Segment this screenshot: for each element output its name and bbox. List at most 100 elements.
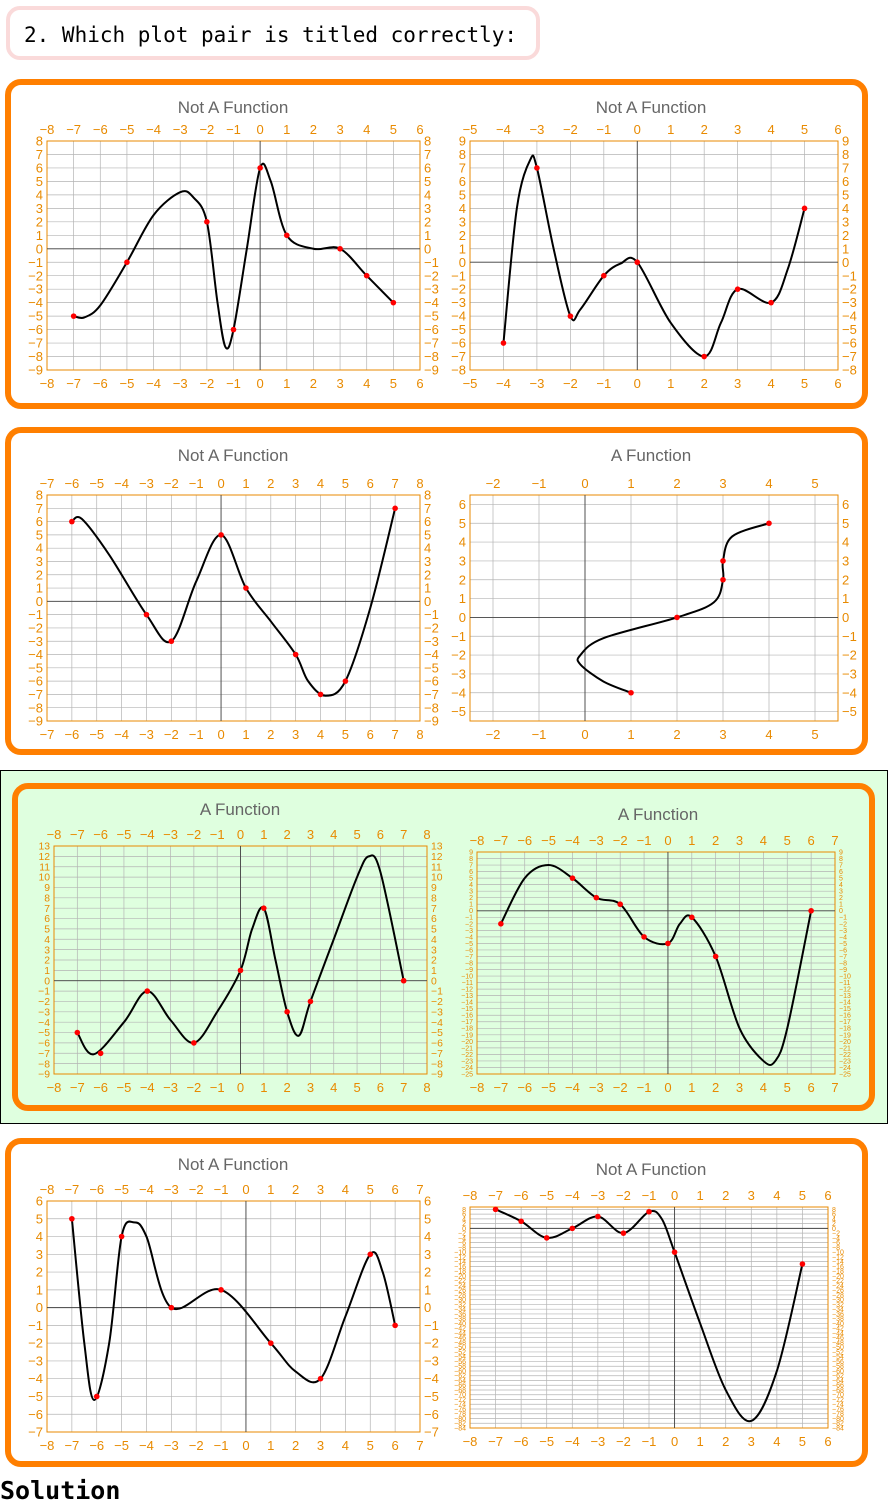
y-tick-label: 0: [459, 610, 466, 625]
y-tick-label: −44: [832, 1330, 844, 1337]
data-point: [543, 1235, 550, 1241]
x-tick-label: −2: [199, 122, 214, 137]
x-tick-label: 6: [392, 1182, 399, 1197]
x-tick-label: −8: [470, 833, 485, 848]
data-point: [230, 326, 237, 333]
x-tick-label: −4: [139, 1438, 154, 1453]
y-tick-label: −5: [451, 322, 466, 337]
y-tick-label: 8: [36, 488, 43, 503]
x-tick-label: −1: [642, 1434, 657, 1449]
y-tick-label: −52: [832, 1349, 844, 1356]
x-tick-label: 0: [581, 476, 588, 491]
y-tick-label: −6: [451, 336, 466, 351]
x-tick-label: 5: [353, 827, 360, 842]
data-point: [720, 576, 726, 583]
x-tick-label: −6: [517, 1080, 532, 1095]
x-tick-label: 4: [767, 376, 774, 391]
y-tick-label: −84: [454, 1425, 466, 1432]
y-tick-label: 3: [424, 1247, 431, 1262]
answer-option-2[interactable]: Not A Function −7 −7 −6 −6 −5 −5 −4 −4 −3 −3 −2 −2 −1…: [5, 427, 868, 755]
x-tick-label: 5: [367, 1438, 374, 1453]
data-point: [261, 905, 267, 911]
y-tick-label: 13: [38, 842, 50, 853]
y-tick-label: −6: [424, 322, 439, 337]
data-point: [168, 1304, 175, 1311]
chart-8: Not A Function −8 −8 −7 −7 −6 −6 −5 −5 −4 −4 −3 −3 −2…: [454, 1160, 844, 1449]
x-tick-label: −1: [637, 833, 652, 848]
data-point: [392, 505, 398, 512]
y-tick-label: 2: [832, 1221, 836, 1228]
y-tick-label: 0: [36, 594, 43, 609]
y-tick-label: 2: [424, 567, 431, 582]
x-tick-label: 3: [317, 1438, 324, 1453]
y-tick-label: −62: [832, 1373, 844, 1380]
x-tick-label: 6: [392, 1438, 399, 1453]
chart-2: Not A Function−5−5−4−4−3−3−2−2−1−1001122…: [451, 98, 857, 391]
data-point: [392, 1322, 398, 1329]
x-tick-label: 1: [688, 833, 695, 848]
y-tick-label: −62: [454, 1373, 466, 1380]
x-tick-label: −6: [89, 1438, 104, 1453]
x-tick-label: 6: [808, 1080, 815, 1095]
y-tick-label: −6: [38, 1039, 50, 1050]
x-tick-label: 0: [581, 727, 588, 742]
y-tick-label: 2: [424, 214, 431, 229]
y-tick-label: −1: [38, 987, 50, 998]
x-tick-label: 2: [292, 1438, 299, 1453]
x-tick-label: 1: [242, 727, 249, 742]
plot-frame: [46, 494, 421, 722]
data-point: [317, 1375, 324, 1382]
x-tick-label: 0: [664, 833, 671, 848]
y-tick-label: 0: [469, 908, 473, 915]
x-tick-label: −3: [173, 376, 188, 391]
y-tick-label: 11: [431, 862, 442, 873]
data-point: [218, 1287, 224, 1293]
y-tick-label: −1: [424, 1318, 439, 1333]
x-tick-label: 6: [367, 727, 374, 742]
x-tick-label: 2: [267, 476, 274, 491]
y-tick-label: −25: [461, 1071, 473, 1078]
y-tick-label: −3: [465, 928, 473, 935]
y-tick-label: −5: [842, 322, 857, 337]
data-point: [766, 520, 772, 527]
x-tick-label: −7: [64, 1182, 79, 1197]
y-tick-label: −6: [465, 947, 473, 954]
data-point: [70, 313, 77, 319]
y-tick-label: −9: [28, 714, 43, 729]
answer-option-4[interactable]: Not A Function −8 −8 −7 −7 −6 −6 −5 −5 −4 −4 −3 −3 −2…: [5, 1138, 868, 1467]
x-tick-label: 0: [671, 1434, 678, 1449]
x-tick-label: 2: [267, 727, 274, 742]
y-tick-label: −46: [454, 1335, 466, 1342]
data-point: [337, 245, 343, 252]
x-tick-label: 1: [260, 827, 267, 842]
y-tick-label: −9: [424, 714, 439, 729]
x-tick-label: −8: [463, 1188, 478, 1203]
y-tick-label: 0: [44, 976, 50, 987]
data-point: [168, 638, 175, 645]
chart-title: Not A Function: [178, 446, 289, 465]
answer-option-3[interactable]: A Function −8 −8 −7 −7 −6 −6 −5 −5 −4 −4 −3 −3 −2 −2 −1…: [12, 783, 875, 1111]
x-tick-label: −5: [89, 727, 104, 742]
x-tick-label: 2: [722, 1188, 729, 1203]
y-tick-label: −8: [424, 700, 439, 715]
y-tick-label: −3: [431, 1007, 443, 1018]
y-tick-label: 9: [459, 134, 466, 149]
y-tick-label: −3: [424, 1353, 439, 1368]
y-tick-label: −18: [832, 1269, 844, 1276]
x-tick-label: −3: [529, 122, 544, 137]
x-tick-label: −6: [93, 122, 108, 137]
data-point: [720, 558, 726, 564]
x-tick-label: 7: [416, 1182, 423, 1197]
x-tick-label: 4: [767, 122, 774, 137]
x-tick-label: 1: [283, 122, 290, 137]
y-tick-label: −19: [461, 1032, 473, 1039]
x-tick-label: −8: [463, 1434, 478, 1449]
y-tick-label: 10: [38, 873, 50, 884]
answer-option-1[interactable]: Not A Function −8 −8 −7 −7 −6 −6 −5 −5 −4 −4 −3 −3 −2…: [5, 79, 868, 409]
y-tick-label: −58: [454, 1364, 466, 1371]
data-point: [283, 232, 290, 239]
x-tick-label: 4: [317, 476, 324, 491]
y-tick-label: −4: [451, 309, 466, 324]
x-tick-label: 3: [736, 833, 743, 848]
data-point: [144, 988, 151, 994]
